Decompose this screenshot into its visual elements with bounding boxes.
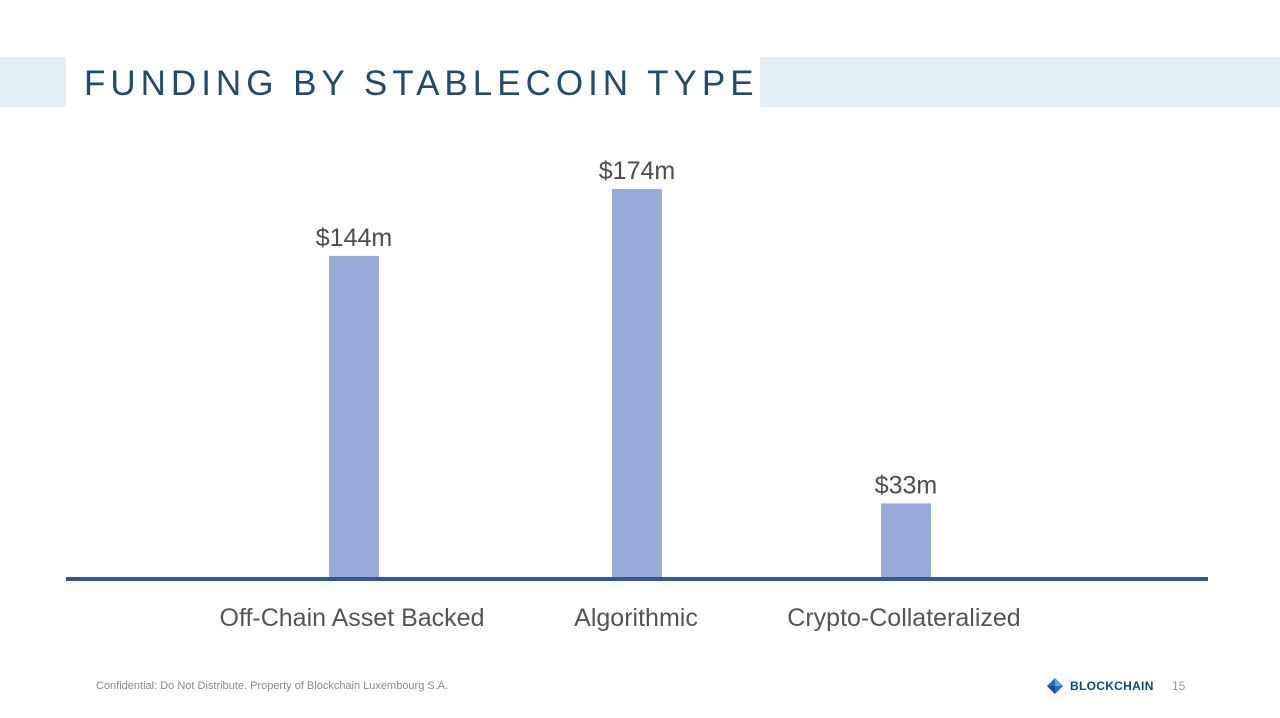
data-label-crypto-collateralized: $33m [875, 471, 938, 499]
bar-algorithmic [612, 189, 662, 577]
brand-logo: BLOCKCHAIN [1046, 677, 1154, 695]
bars-layer [329, 189, 931, 577]
category-label-algorithmic: Algorithmic [574, 604, 698, 632]
page-number: 15 [1172, 679, 1186, 693]
brand-name: BLOCKCHAIN [1070, 679, 1154, 693]
bar-crypto-collateralized [881, 503, 931, 577]
data-label-algorithmic: $174m [599, 157, 675, 185]
footer-note: Confidential: Do Not Distribute. Propert… [96, 680, 449, 692]
title-band-left [0, 57, 66, 107]
blockchain-logo-icon [1047, 678, 1063, 694]
labels-layer: $144m Off-Chain Asset Backed $174m Algorith… [220, 157, 1021, 632]
title-band-right [760, 57, 1280, 107]
bar-chart: $144m Off-Chain Asset Backed $174m Algorith… [66, 157, 1208, 632]
category-label-crypto-collateralized: Crypto-Collateralized [787, 604, 1020, 632]
bar-off-chain-asset-backed [329, 255, 379, 577]
slide-title: FUNDING BY STABLECOIN TYPE [84, 64, 759, 103]
category-label-off-chain-asset-backed: Off-Chain Asset Backed [220, 604, 485, 632]
data-label-off-chain-asset-backed: $144m [316, 224, 392, 252]
